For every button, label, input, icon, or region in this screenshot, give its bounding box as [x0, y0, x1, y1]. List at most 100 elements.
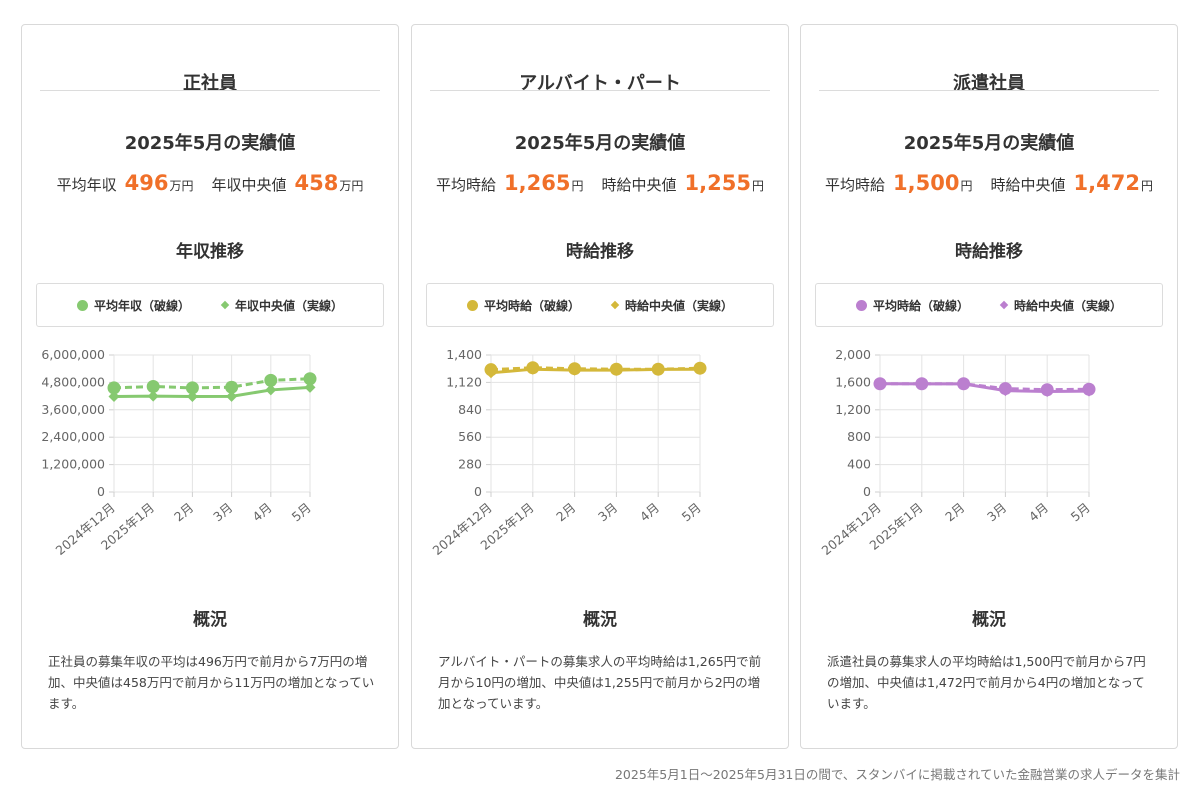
data-point-diamond — [108, 391, 120, 403]
stat1-value: 496 — [124, 171, 169, 195]
data-point-diamond — [958, 378, 970, 390]
stat1-unit: 円 — [571, 179, 584, 193]
x-tick-label: 4月 — [1026, 500, 1051, 525]
data-point-circle — [225, 380, 239, 394]
legend-diamond-icon — [610, 300, 620, 310]
card-title: 派遣社員 — [953, 73, 1025, 94]
y-tick-label: 0 — [97, 484, 105, 499]
trend-title: 年収推移 — [176, 242, 244, 262]
stat1-label: 平均時給 — [825, 176, 886, 194]
stat1-unit: 円 — [960, 179, 973, 193]
y-tick-label: 0 — [474, 484, 482, 499]
y-tick-label: 400 — [847, 457, 871, 472]
data-point-diamond — [265, 384, 277, 396]
data-point-diamond — [226, 390, 238, 402]
card-title: 正社員 — [183, 73, 237, 94]
stat2-label: 時給中央値 — [990, 176, 1066, 194]
overview-text: アルバイト・パートの募集求人の平均時給は1,265円で前月から10円の増加、中央… — [438, 654, 762, 711]
legend-item-average[interactable]: 平均時給（破線） — [855, 297, 969, 314]
data-point-diamond — [874, 378, 886, 390]
data-point-diamond — [694, 363, 706, 375]
data-point-diamond — [147, 390, 159, 402]
stat2-value: 1,255 — [684, 171, 751, 195]
data-point-diamond — [610, 364, 622, 376]
median-line — [113, 385, 311, 399]
result-title: 2025年5月の実績値 — [514, 133, 686, 154]
data-point-diamond — [999, 385, 1011, 397]
stats-row: 平均年収 496万円 年収中央値 458万円 — [22, 171, 398, 195]
y-tick-label: 280 — [458, 457, 482, 472]
legend-label: 時給中央値（実線） — [1014, 298, 1123, 313]
y-tick-label: 2,400,000 — [41, 429, 105, 444]
stat1-unit: 万円 — [169, 179, 194, 193]
y-tick-label: 2,000 — [835, 347, 871, 362]
card-haken: 派遣社員 2025年5月の実績値 平均時給 1,500円 時給中央値 1,472円 時… — [800, 24, 1178, 749]
data-point-circle — [303, 372, 317, 386]
data-point-diamond — [304, 381, 316, 393]
stat1-label: 平均年収 — [56, 176, 117, 194]
stat2-value: 458 — [294, 171, 339, 195]
legend-item-median[interactable]: 年収中央値（実線） — [220, 297, 344, 314]
stats-row: 平均時給 1,265円 時給中央値 1,255円 — [412, 171, 788, 195]
stat1-label: 平均時給 — [436, 176, 497, 194]
y-tick-label: 1,200,000 — [41, 457, 105, 472]
y-tick-label: 4,800,000 — [41, 374, 105, 389]
legend-label: 平均時給（破線） — [483, 298, 580, 313]
x-tick-label: 4月 — [249, 500, 274, 525]
line-chart: 6,000,000 4,800,000 3,600,000 2,400,000 1,20… — [41, 347, 317, 558]
legend-item-median[interactable]: 時給中央値（実線） — [610, 297, 734, 314]
legend-diamond-icon — [220, 300, 230, 310]
divider — [819, 90, 1159, 91]
stats-row: 平均時給 1,500円 時給中央値 1,472円 — [801, 171, 1177, 195]
x-tick-label: 3月 — [984, 500, 1009, 525]
x-tick-label: 5月 — [1068, 500, 1093, 525]
y-tick-label: 6,000,000 — [41, 347, 105, 362]
stat2-value: 1,472 — [1073, 171, 1140, 195]
chart-legend: 平均年収（破線） 年収中央値（実線） — [36, 283, 384, 327]
result-title: 2025年5月の実績値 — [124, 133, 296, 154]
stat2-label: 年収中央値 — [211, 176, 287, 194]
y-tick-label: 840 — [458, 402, 482, 417]
stat2-unit: 円 — [1140, 179, 1153, 193]
average-line — [113, 377, 311, 390]
overview-text: 正社員の募集年収の平均は496万円で前月から7万円の増加、中央値は458万円で前… — [48, 654, 375, 711]
data-point-circle — [107, 381, 121, 395]
y-tick-label: 3,600,000 — [41, 402, 105, 417]
stat1-value: 1,265 — [504, 171, 571, 195]
x-tick-label: 5月 — [289, 500, 314, 525]
legend-label: 年収中央値（実線） — [235, 298, 344, 313]
x-tick-label: 2月 — [553, 500, 578, 525]
stat2-unit: 円 — [751, 179, 764, 193]
data-point-diamond — [1083, 385, 1095, 397]
x-tick-label: 5月 — [679, 500, 704, 525]
trend-title: 時給推移 — [566, 242, 634, 262]
overview-title: 概況 — [583, 610, 617, 630]
legend-item-average[interactable]: 平均年収（破線） — [76, 297, 190, 314]
overview-title: 概況 — [193, 610, 227, 630]
legend-label: 時給中央値（実線） — [625, 298, 734, 313]
x-tick-label: 2月 — [942, 500, 967, 525]
data-point-diamond — [916, 378, 928, 390]
x-tick-label: 4月 — [637, 500, 662, 525]
trend-title: 時給推移 — [955, 242, 1023, 262]
data-point-circle — [185, 381, 199, 395]
legend-circle-icon — [466, 299, 478, 311]
y-tick-label: 800 — [847, 429, 871, 444]
legend-item-average[interactable]: 平均時給（破線） — [466, 297, 580, 314]
card-arubaito: アルバイト・パート 2025年5月の実績値 平均時給 1,265円 時給中央値 1,2… — [411, 24, 789, 749]
overview-title: 概況 — [972, 610, 1006, 630]
stat2-label: 時給中央値 — [601, 176, 677, 194]
data-point-circle — [146, 380, 160, 394]
legend-label: 平均年収（破線） — [93, 298, 190, 313]
result-title: 2025年5月の実績値 — [903, 133, 1075, 154]
legend-circle-icon — [76, 299, 88, 311]
footer-note: 2025年5月1日〜2025年5月31日の間で、スタンバイに掲載されていた金融営… — [614, 767, 1180, 782]
stat2-unit: 万円 — [339, 179, 364, 193]
legend-item-median[interactable]: 時給中央値（実線） — [999, 297, 1123, 314]
card-title: アルバイト・パート — [519, 73, 681, 94]
data-point-diamond — [485, 367, 497, 379]
divider — [430, 90, 770, 91]
data-point-circle — [264, 373, 278, 387]
